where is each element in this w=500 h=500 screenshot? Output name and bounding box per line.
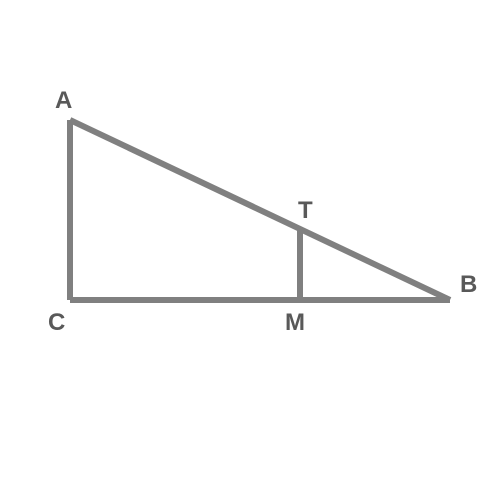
label-B: B — [460, 271, 477, 298]
label-T: T — [298, 197, 313, 224]
label-M: M — [285, 309, 305, 336]
geometry-diagram: A B C T M — [0, 0, 500, 500]
label-A: A — [55, 87, 72, 114]
edge-AB — [70, 120, 450, 300]
label-C: C — [48, 309, 65, 336]
